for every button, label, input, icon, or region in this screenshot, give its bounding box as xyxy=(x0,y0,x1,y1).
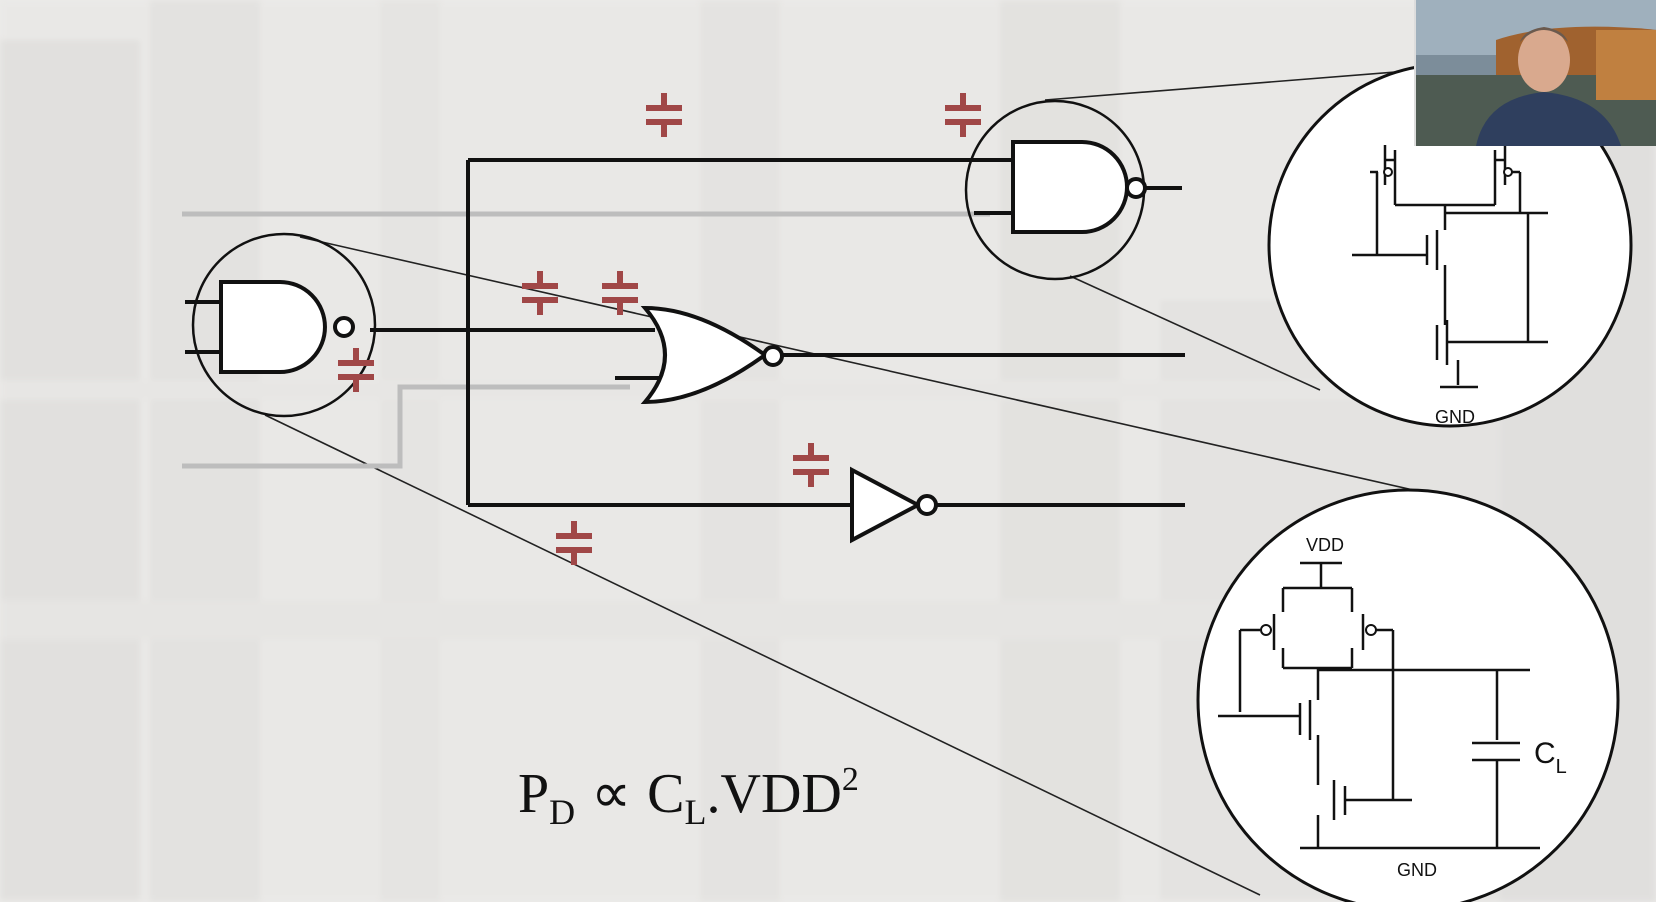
cl-label: CL xyxy=(1534,737,1567,778)
nand-gate-left xyxy=(191,232,377,418)
gnd-label-bottom: GND xyxy=(1397,860,1437,880)
presenter-video-icon xyxy=(1416,0,1656,146)
nand-gate-top xyxy=(964,99,1147,281)
gnd-label-top: GND xyxy=(1435,407,1475,427)
transistor-detail-bottom: VDD GND CL xyxy=(1196,488,1620,902)
transistor-detail-top: GND xyxy=(1267,62,1633,428)
inverter-gate xyxy=(850,466,938,544)
nor-gate xyxy=(615,305,784,405)
zoom-lines xyxy=(264,69,1436,896)
webcam-overlay[interactable] xyxy=(1414,0,1656,146)
vdd-label: VDD xyxy=(1306,535,1344,555)
power-formula: PD ∝ CL.VDD2 xyxy=(518,761,859,832)
black-wires xyxy=(185,158,1185,507)
gray-wires xyxy=(182,211,990,469)
